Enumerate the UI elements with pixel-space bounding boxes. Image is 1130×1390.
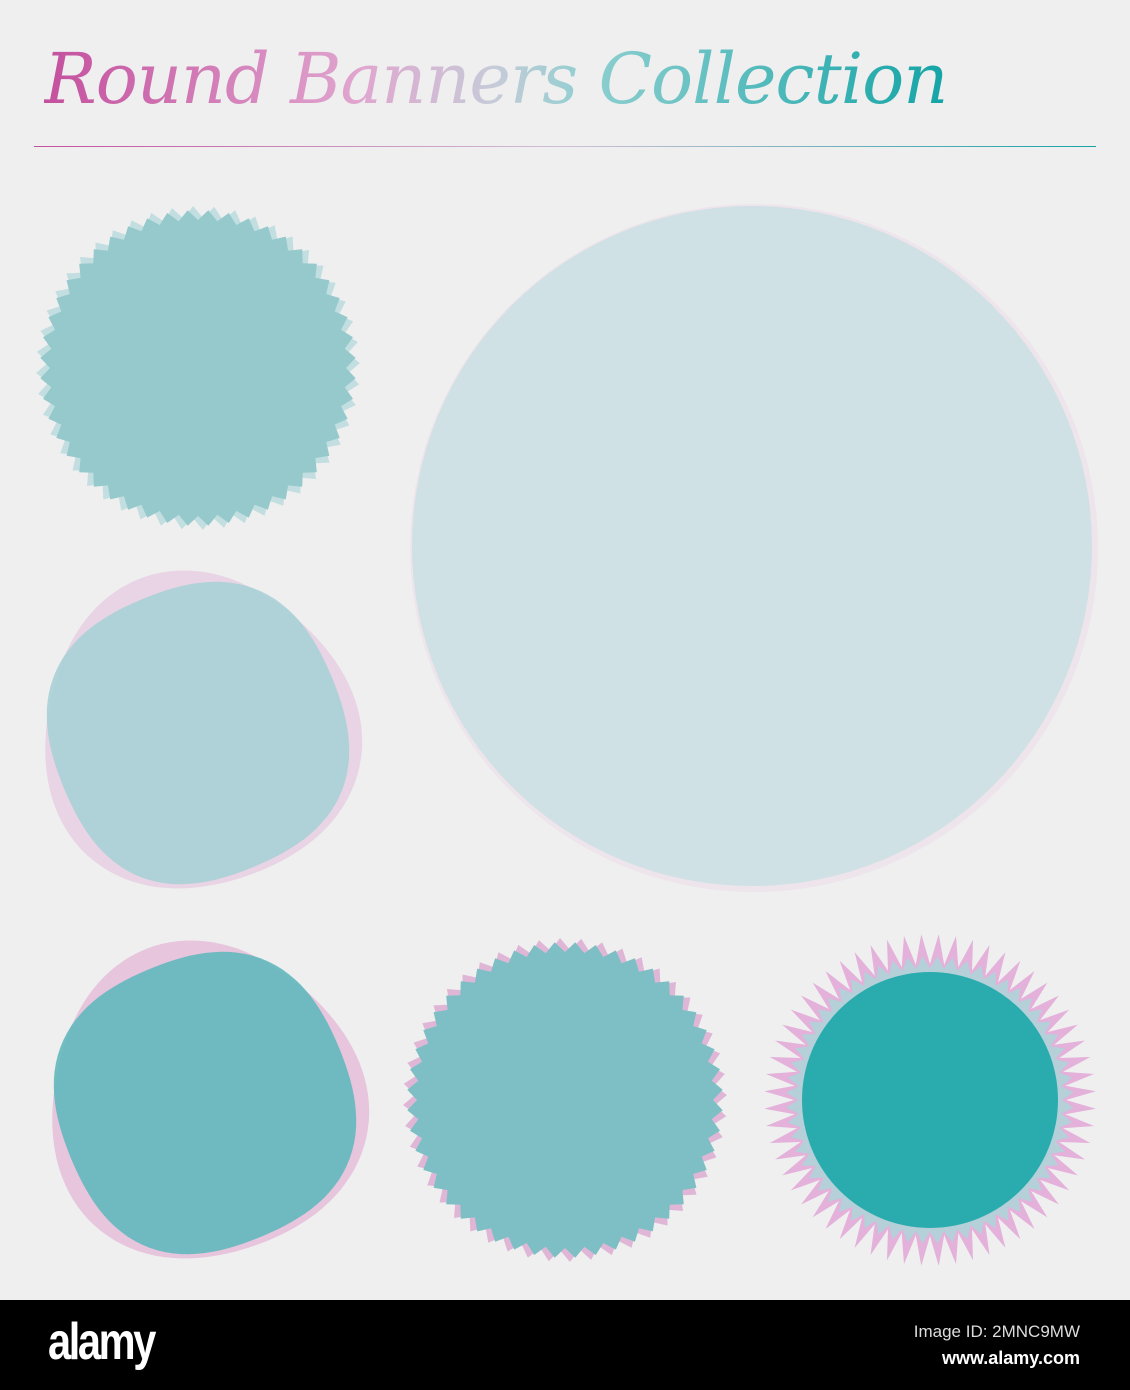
title-divider xyxy=(34,146,1096,147)
wobbly-banner xyxy=(46,581,350,885)
zigzag-banner xyxy=(40,210,356,526)
wobbly-banner xyxy=(53,951,357,1255)
zigzag-banner xyxy=(407,942,723,1258)
spiky-banner xyxy=(802,972,1058,1228)
banners-canvas xyxy=(36,204,1098,1266)
page-title: Round Banners Collection xyxy=(44,38,948,120)
alamy-logo: alamy xyxy=(48,1313,156,1371)
watermark-footer: alamy Image ID: 2MNC9MW www.alamy.com xyxy=(0,1300,1130,1390)
round-banner xyxy=(412,206,1092,886)
image-id: Image ID: 2MNC9MW xyxy=(913,1322,1080,1341)
site-url[interactable]: www.alamy.com xyxy=(941,1348,1080,1368)
